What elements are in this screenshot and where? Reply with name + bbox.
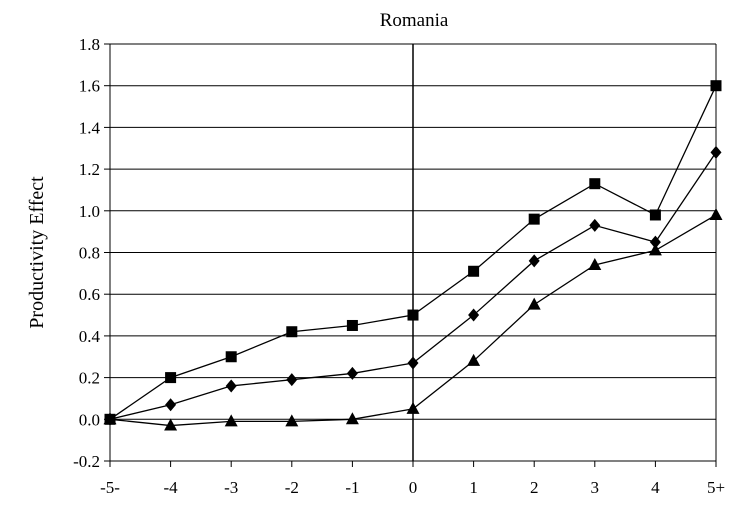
y-tick-label: 0.6 xyxy=(79,285,100,304)
y-tick-label: 1.4 xyxy=(79,118,101,137)
data-point-square xyxy=(528,213,540,225)
y-tick-label: 0.2 xyxy=(79,369,100,388)
x-tick-label: 4 xyxy=(651,478,660,497)
gridlines xyxy=(104,43,716,462)
data-point-triangle xyxy=(285,414,299,427)
data-point-triangle xyxy=(648,243,662,256)
data-point-diamond xyxy=(528,254,540,268)
data-point-square xyxy=(710,80,722,92)
data-point-square xyxy=(407,309,419,321)
y-axis-title: Productivity Effect xyxy=(26,176,48,329)
data-point-diamond xyxy=(165,398,177,412)
data-point-triangle xyxy=(164,418,178,431)
x-tick-label: -5- xyxy=(100,478,120,497)
y-tick-label: 0.0 xyxy=(79,410,100,429)
y-tick-label: 0.4 xyxy=(79,327,101,346)
data-point-diamond xyxy=(710,145,722,159)
x-tick-label: 5+ xyxy=(707,478,725,497)
chart-title: Romania xyxy=(380,10,449,31)
data-point-triangle xyxy=(588,258,602,271)
y-tick-label: -0.2 xyxy=(73,452,100,471)
data-point-square xyxy=(468,265,480,277)
data-point-diamond xyxy=(225,379,237,393)
x-tick-labels: -5- -4 -3 -2 -1 0 1 2 3 4 5+ xyxy=(100,461,725,497)
data-point-square xyxy=(589,178,601,190)
data-point-diamond xyxy=(649,235,661,249)
x-tick-label: 2 xyxy=(530,478,539,497)
series-square xyxy=(104,80,722,425)
x-tick-label: 1 xyxy=(469,478,478,497)
x-tick-label: -2 xyxy=(285,478,299,497)
data-point-triangle xyxy=(224,414,238,427)
data-point-triangle xyxy=(467,353,481,366)
x-tick-label: -3 xyxy=(224,478,238,497)
data-point-triangle xyxy=(345,412,359,425)
y-tick-label: 1.2 xyxy=(79,160,100,179)
data-point-diamond xyxy=(468,308,480,322)
data-point-triangle xyxy=(527,297,541,310)
series-triangle xyxy=(103,207,723,431)
data-point-triangle xyxy=(709,207,723,220)
data-point-square xyxy=(649,209,661,221)
data-point-square xyxy=(286,326,298,338)
y-tick-labels: -0.2 0.0 0.2 0.4 0.6 0.8 1.0 1.2 1.4 1.6 1.8 xyxy=(73,35,100,471)
x-tick-label: 0 xyxy=(409,478,418,497)
y-tick-label: 0.8 xyxy=(79,244,100,263)
y-tick-label: 1.6 xyxy=(79,77,100,96)
data-point-diamond xyxy=(589,218,601,232)
y-tick-label: 1.0 xyxy=(79,202,100,221)
data-point-triangle xyxy=(406,401,420,414)
x-tick-label: -4 xyxy=(164,478,179,497)
data-point-square xyxy=(225,351,237,363)
data-point-triangle xyxy=(103,412,117,425)
y-tick-label: 1.8 xyxy=(79,35,100,54)
x-tick-label: 3 xyxy=(591,478,600,497)
data-point-diamond xyxy=(346,366,358,380)
data-point-diamond xyxy=(286,373,298,387)
data-point-square xyxy=(346,319,358,331)
x-tick-label: -1 xyxy=(345,478,359,497)
series xyxy=(103,80,723,431)
series-diamond xyxy=(104,145,722,426)
data-point-square xyxy=(165,372,177,384)
data-point-diamond xyxy=(407,356,419,370)
